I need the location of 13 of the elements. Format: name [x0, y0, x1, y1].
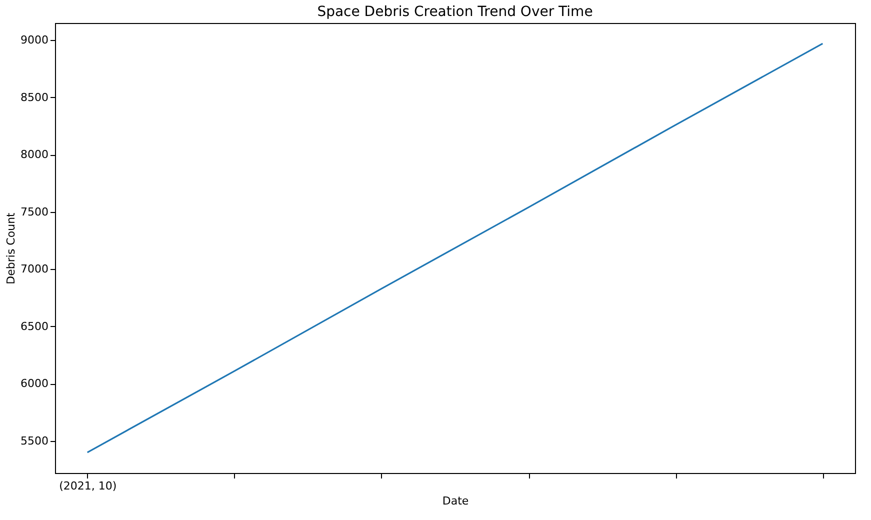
chart-title: Space Debris Creation Trend Over Time	[317, 4, 593, 20]
line-series	[86, 42, 824, 454]
y-tick-label: 7000	[20, 262, 48, 276]
y-tick-label: 7500	[20, 205, 48, 218]
y-tick-label: 8500	[20, 90, 48, 104]
y-tick-label: 5500	[20, 434, 48, 448]
y-tick-label: 8000	[20, 148, 48, 162]
y-tick-label: 6500	[20, 320, 48, 333]
x-axis-title: Date	[442, 494, 469, 508]
x-tick-label: (2021, 10)	[59, 480, 117, 492]
y-tick-label: 9000	[20, 34, 48, 47]
y-axis-title: Debris Count	[4, 212, 18, 284]
y-tick-label: 6000	[20, 377, 48, 390]
